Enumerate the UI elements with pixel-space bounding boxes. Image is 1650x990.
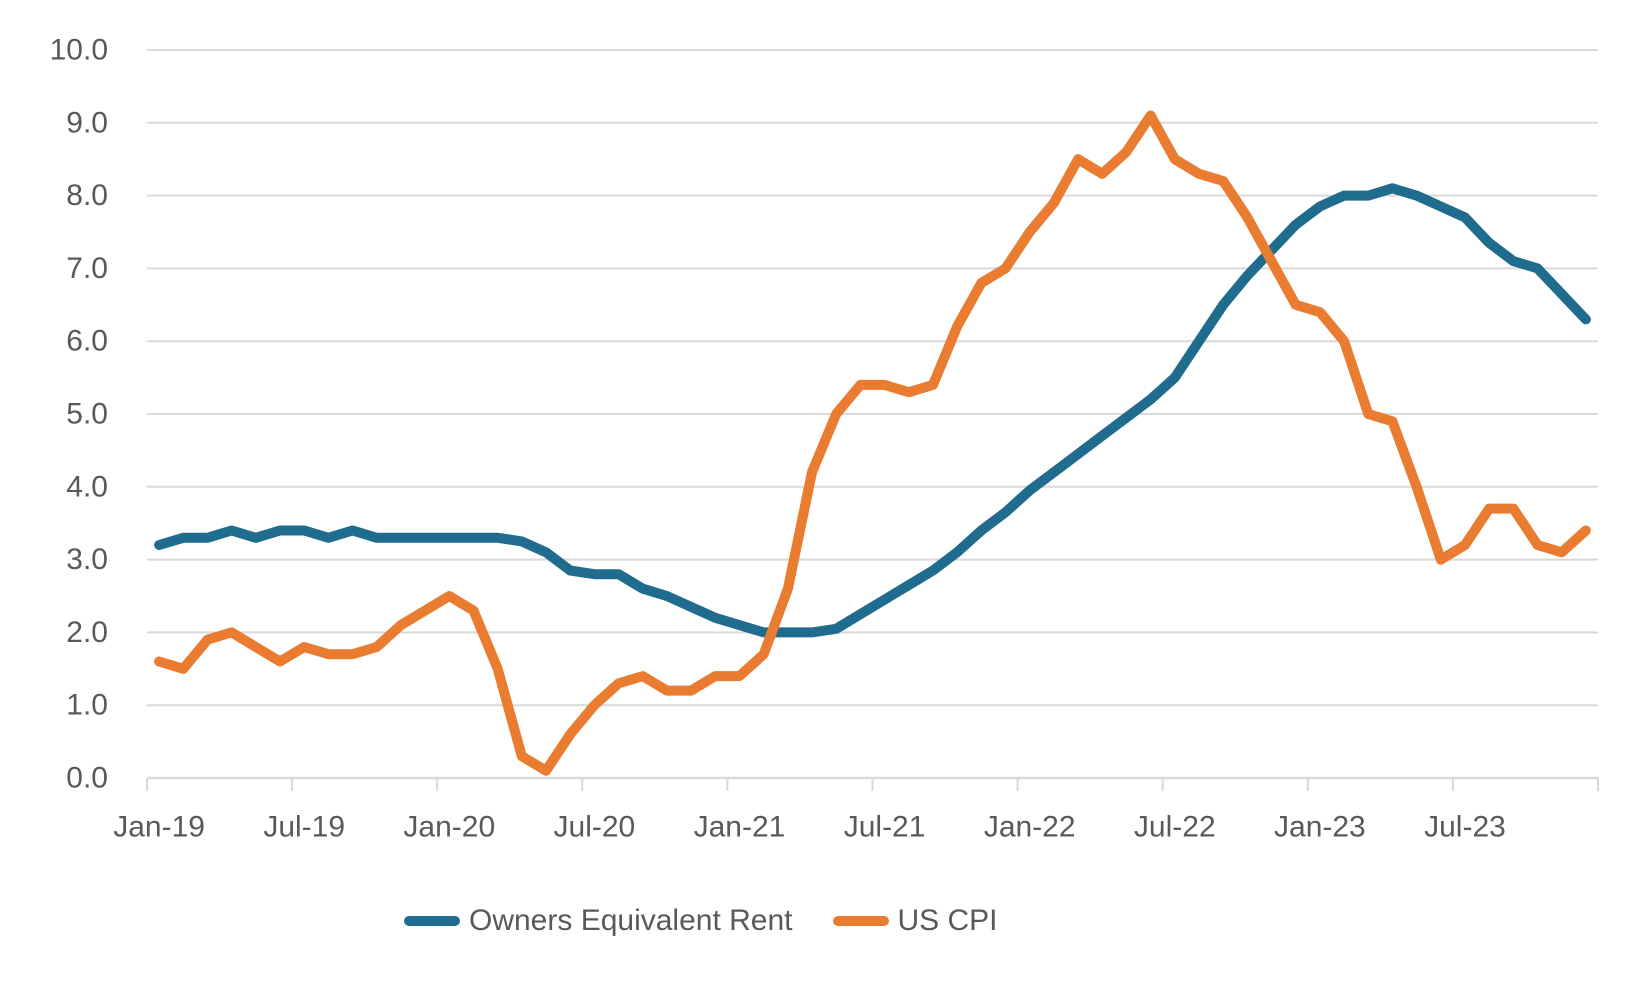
- y-axis-label: 0.0: [66, 762, 108, 795]
- x-axis-labels: Jan-19 Jul-19 Jan-20 Jul-20 Jan-21 Jul-21 Jan-…: [113, 811, 1506, 844]
- x-axis-label: Jan-23: [1274, 811, 1366, 844]
- x-axis-label: Jul-19: [263, 811, 345, 844]
- y-axis-label: 3.0: [66, 543, 108, 576]
- legend-label-oer: Owners Equivalent Rent: [469, 904, 793, 937]
- x-axis-label: Jul-22: [1134, 811, 1216, 844]
- y-axis-label: 7.0: [66, 252, 108, 285]
- x-axis-label: Jan-21: [694, 811, 786, 844]
- y-axis-label: 4.0: [66, 470, 108, 503]
- plot-series: [154, 110, 1591, 776]
- cpi-line-series: [154, 110, 1591, 776]
- y-axis-label: 5.0: [66, 398, 108, 431]
- x-axis-label: Jan-22: [984, 811, 1076, 844]
- x-axis-label: Jan-19: [113, 811, 205, 844]
- y-axis-label: 9.0: [66, 106, 108, 139]
- x-axis-label: Jul-20: [554, 811, 636, 844]
- y-axis-label: 6.0: [66, 325, 108, 358]
- legend-item-us-cpi: US CPI: [832, 904, 998, 938]
- oer-line-series: [154, 183, 1591, 638]
- x-axis-label: Jan-20: [403, 811, 495, 844]
- x-axis: [146, 776, 1599, 791]
- legend: Owners Equivalent Rent US CPI: [404, 898, 998, 944]
- cpi-line-swatch: [832, 916, 889, 926]
- x-axis-label: Jul-23: [1424, 811, 1506, 844]
- legend-label-cpi: US CPI: [897, 904, 998, 937]
- legend-item-owners-equivalent-rent: Owners Equivalent Rent: [404, 904, 793, 938]
- y-axis-label: 2.0: [66, 616, 108, 649]
- y-axis-label: 10.0: [50, 34, 108, 67]
- oer-line-swatch: [404, 916, 460, 926]
- y-axis-label: 1.0: [66, 689, 108, 722]
- y-axis-labels: 0.0 1.0 2.0 3.0 4.0 5.0 6.0 7.0 8.0 9.0 10.0: [50, 34, 108, 795]
- y-axis-label: 8.0: [66, 179, 108, 212]
- x-axis-label: Jul-21: [844, 811, 926, 844]
